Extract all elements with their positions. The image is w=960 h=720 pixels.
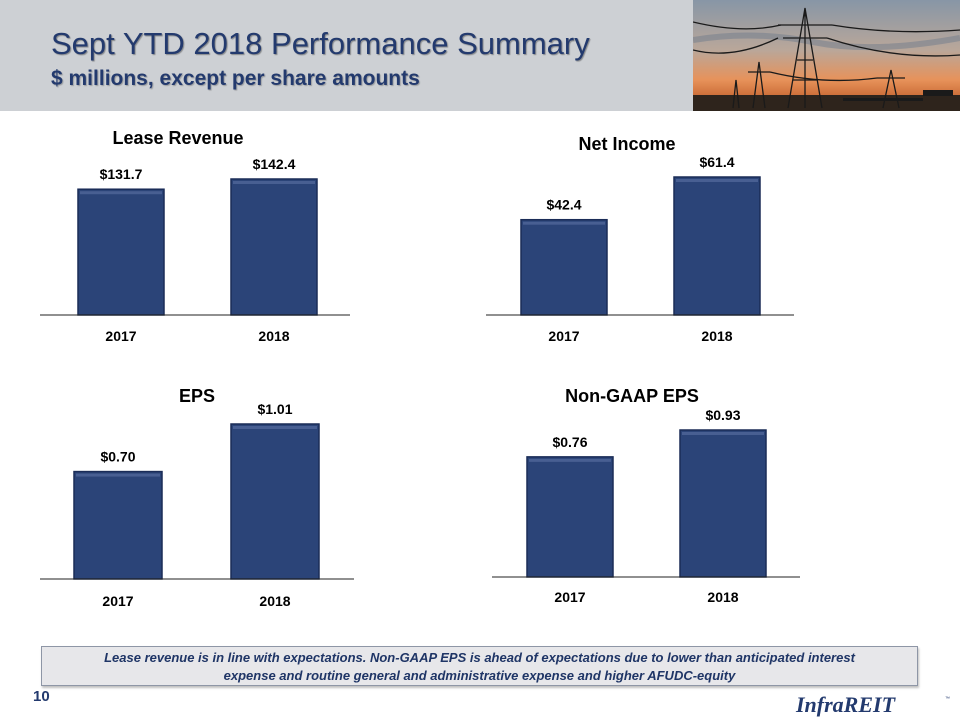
- lease-revenue-value-label-2017: $131.7: [100, 166, 143, 182]
- power-lines-photo: [693, 0, 960, 111]
- lease-revenue-title: Lease Revenue: [112, 128, 243, 148]
- net-income-value-label-2017: $42.4: [546, 197, 581, 213]
- net-income-category-label-2018: 2018: [701, 328, 732, 344]
- non-gaap-eps-category-label-2018: 2018: [707, 589, 738, 605]
- lease-revenue-bar-2018: [230, 178, 318, 316]
- non-gaap-eps-chart: Non-GAAP EPS $0.76 2017 $0.93 2018: [492, 380, 800, 610]
- net-income-bar-highlight-2018: [676, 179, 758, 182]
- lease-revenue-bar-highlight-2018: [233, 181, 315, 184]
- lease-revenue-svg: Lease Revenue $131.7 2017 $142.4 2018: [40, 128, 350, 344]
- page-title: Sept YTD 2018 Performance Summary: [51, 26, 590, 61]
- eps-bar-highlight-2018: [233, 426, 317, 429]
- non-gaap-eps-bar-2017: [526, 456, 614, 578]
- eps-category-label-2017: 2017: [102, 593, 133, 609]
- svg-text:™: ™: [945, 696, 950, 702]
- eps-bar-highlight-2017: [76, 473, 160, 477]
- non-gaap-eps-bar-2018: [679, 429, 767, 578]
- net-income-svg: Net Income $42.4 2017 $61.4 2018: [486, 134, 794, 344]
- page-subtitle: $ millions, except per share amounts: [51, 67, 420, 90]
- eps-value-label-2017: $0.70: [100, 449, 135, 465]
- eps-bar-2017: [73, 470, 163, 580]
- non-gaap-eps-bar-highlight-2017: [529, 458, 611, 462]
- logo-wordmark: InfraREIT: [795, 692, 897, 717]
- eps-title: EPS: [179, 386, 215, 406]
- net-income-bar-highlight-2017: [523, 221, 605, 225]
- non-gaap-eps-title: Non-GAAP EPS: [565, 386, 699, 406]
- eps-bar-2018: [230, 423, 320, 580]
- lease-revenue-chart: Lease Revenue $131.7 2017 $142.4 2018: [40, 122, 350, 347]
- net-income-chart: Net Income $42.4 2017 $61.4 2018: [486, 128, 794, 348]
- non-gaap-eps-value-label-2017: $0.76: [552, 434, 587, 450]
- net-income-category-label-2017: 2017: [548, 328, 579, 344]
- commentary-line-2: expense and routine general and administ…: [223, 668, 736, 683]
- lease-revenue-value-label-2018: $142.4: [253, 156, 296, 172]
- header-band: Sept YTD 2018 Performance Summary $ mill…: [0, 0, 960, 111]
- eps-category-label-2018: 2018: [259, 593, 290, 609]
- lease-revenue-bar-highlight-2017: [80, 191, 162, 195]
- commentary-line-1: Lease revenue is in line with expectatio…: [104, 650, 855, 665]
- non-gaap-eps-category-label-2017: 2017: [554, 589, 585, 605]
- eps-svg: EPS $0.70 2017 $1.01 2018: [40, 386, 354, 609]
- commentary-box: Lease revenue is in line with expectatio…: [41, 646, 918, 686]
- net-income-title: Net Income: [578, 134, 675, 154]
- lease-revenue-bar-2017: [77, 188, 165, 316]
- lease-revenue-category-label-2018: 2018: [258, 328, 289, 344]
- net-income-bar-2017: [520, 218, 608, 316]
- non-gaap-eps-svg: Non-GAAP EPS $0.76 2017 $0.93 2018: [492, 386, 800, 605]
- net-income-bar-2018: [673, 176, 761, 316]
- lease-revenue-category-label-2017: 2017: [105, 328, 136, 344]
- eps-value-label-2018: $1.01: [257, 401, 292, 417]
- non-gaap-eps-bar-highlight-2018: [682, 432, 764, 435]
- non-gaap-eps-value-label-2018: $0.93: [705, 407, 740, 423]
- page-number: 10: [33, 688, 50, 705]
- eps-chart: EPS $0.70 2017 $1.01 2018: [40, 380, 354, 612]
- net-income-value-label-2018: $61.4: [699, 154, 734, 170]
- infrareit-logo: InfraREIT ™: [795, 692, 950, 717]
